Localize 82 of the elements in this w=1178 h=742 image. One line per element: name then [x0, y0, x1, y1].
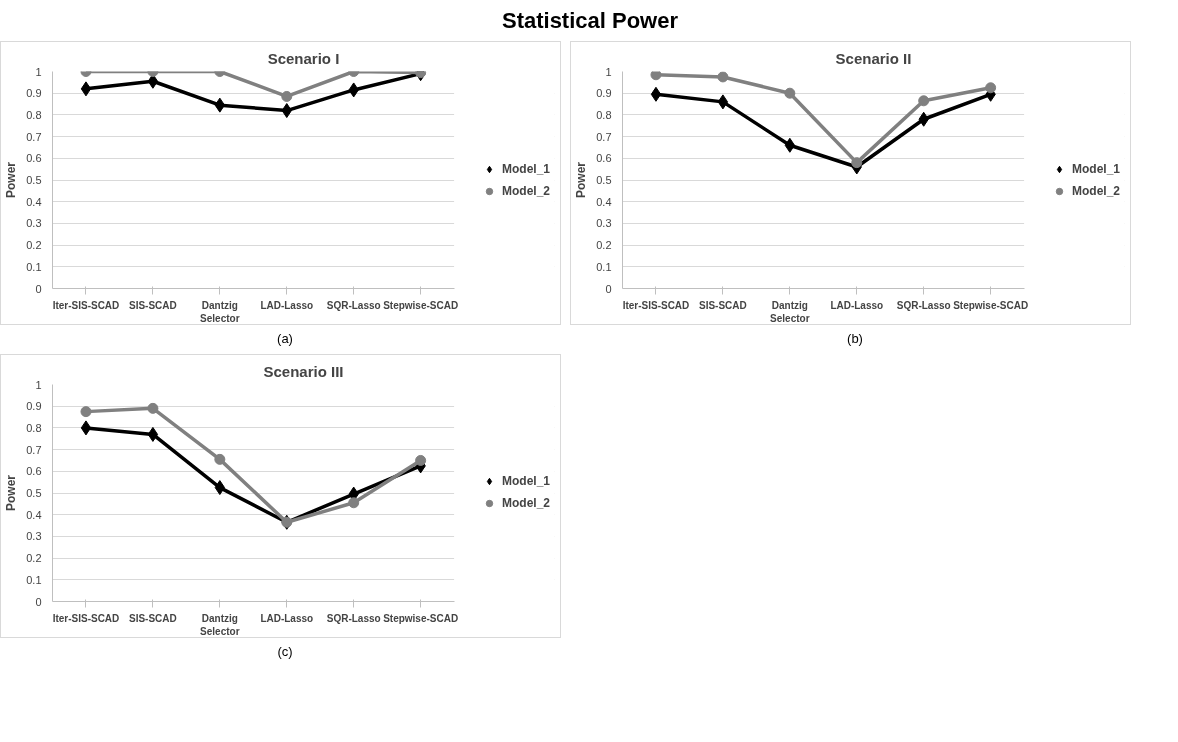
- legend-label: Model_2: [1071, 183, 1120, 198]
- y-tick-label: 1: [605, 65, 612, 78]
- y-tick-label: 0.8: [26, 109, 42, 122]
- x-tick-label: Iter-SIS-SCAD: [622, 299, 690, 311]
- y-tick-label: 0.3: [26, 530, 42, 543]
- y-tick-label: 0.5: [596, 174, 612, 187]
- y-tick-label: 0.9: [26, 87, 42, 100]
- y-tick-label: 0.6: [26, 152, 42, 165]
- y-tick-label: 0.9: [596, 87, 612, 100]
- point: [415, 454, 427, 466]
- y-tick-label: 0: [35, 595, 42, 608]
- point: [717, 94, 729, 110]
- x-tick-label: Iter-SIS-SCAD: [52, 299, 120, 311]
- point: [80, 406, 92, 418]
- y-tick-label: 1: [35, 378, 42, 391]
- x-tick-label: Stepwise-SCAD: [383, 612, 459, 624]
- x-tick-label: SIS-SCAD: [699, 299, 747, 311]
- point: [80, 420, 92, 436]
- point: [650, 87, 662, 103]
- x-tick-label: SQR-Lasso: [896, 299, 951, 311]
- point: [717, 71, 729, 83]
- y-tick-label: 1: [35, 65, 42, 78]
- x-tick-label: Dantzig Selector: [770, 299, 810, 325]
- y-tick-label: 0.2: [596, 239, 612, 252]
- text: Statistical Power: [501, 7, 679, 35]
- x-tick-label: Stepwise-SCAD: [383, 299, 459, 311]
- legend-label: Model_1: [501, 161, 550, 176]
- y-tick-label: 0.5: [26, 174, 42, 187]
- legend-label: Model_2: [501, 183, 550, 198]
- text: (c): [277, 643, 293, 661]
- x-tick-label: LAD-Lasso: [260, 299, 314, 311]
- x-tick-label: LAD-Lasso: [830, 299, 884, 311]
- x-tick-label: Dantzig Selector: [200, 299, 240, 325]
- y-tick-label: 0: [605, 282, 612, 295]
- y-tick-label: 0.2: [26, 239, 42, 252]
- chart-title: Scenario III: [263, 362, 344, 380]
- y-axis-title: Power: [4, 162, 19, 199]
- y-tick-label: 0.6: [26, 465, 42, 478]
- y-tick-label: 0.7: [26, 443, 42, 456]
- chart-title: Scenario II: [835, 49, 912, 67]
- y-tick-label: 0: [35, 282, 42, 295]
- y-tick-label: 0.3: [26, 217, 42, 230]
- x-tick-label: Stepwise-SCAD: [953, 299, 1029, 311]
- x-tick-label: LAD-Lasso: [260, 612, 314, 624]
- y-tick-label: 0.4: [26, 508, 42, 521]
- y-tick-label: 0.1: [26, 261, 42, 274]
- point: [851, 157, 863, 169]
- y-axis-title: Power: [574, 162, 589, 199]
- point: [918, 95, 930, 107]
- y-tick-label: 0.8: [596, 109, 612, 122]
- y-tick-label: 0.4: [596, 196, 612, 209]
- y-tick-label: 0.7: [596, 131, 612, 144]
- legend-label: Model_2: [501, 496, 550, 511]
- y-tick-label: 0.6: [596, 152, 612, 165]
- x-tick-label: SQR-Lasso: [326, 299, 381, 311]
- text: (b): [847, 330, 863, 349]
- legend-label: Model_1: [1071, 161, 1120, 176]
- x-tick-label: Dantzig Selector: [200, 612, 240, 637]
- y-tick-label: 0.2: [26, 552, 42, 565]
- y-tick-label: 0.4: [26, 196, 42, 209]
- text: (a): [277, 330, 293, 349]
- point: [985, 82, 997, 94]
- x-tick-label: SIS-SCAD: [129, 612, 177, 624]
- y-tick-label: 0.1: [596, 261, 612, 274]
- x-tick-label: Iter-SIS-SCAD: [52, 612, 120, 624]
- point: [147, 426, 159, 442]
- chart-title: Scenario I: [267, 49, 340, 67]
- point: [214, 453, 226, 465]
- point: [147, 402, 159, 414]
- y-tick-label: 0.9: [26, 400, 42, 413]
- y-tick-label: 0.8: [26, 421, 42, 434]
- point: [784, 88, 796, 100]
- legend-label: Model_1: [501, 474, 550, 489]
- y-tick-label: 0.3: [596, 217, 612, 230]
- point: [650, 71, 662, 81]
- x-tick-label: SIS-SCAD: [129, 299, 177, 311]
- x-tick-label: SQR-Lasso: [326, 612, 381, 624]
- point: [348, 497, 360, 509]
- y-tick-label: 0.1: [26, 573, 42, 586]
- y-tick-label: 0.5: [26, 486, 42, 499]
- y-tick-label: 0.7: [26, 131, 42, 144]
- y-axis-title: Power: [4, 474, 19, 511]
